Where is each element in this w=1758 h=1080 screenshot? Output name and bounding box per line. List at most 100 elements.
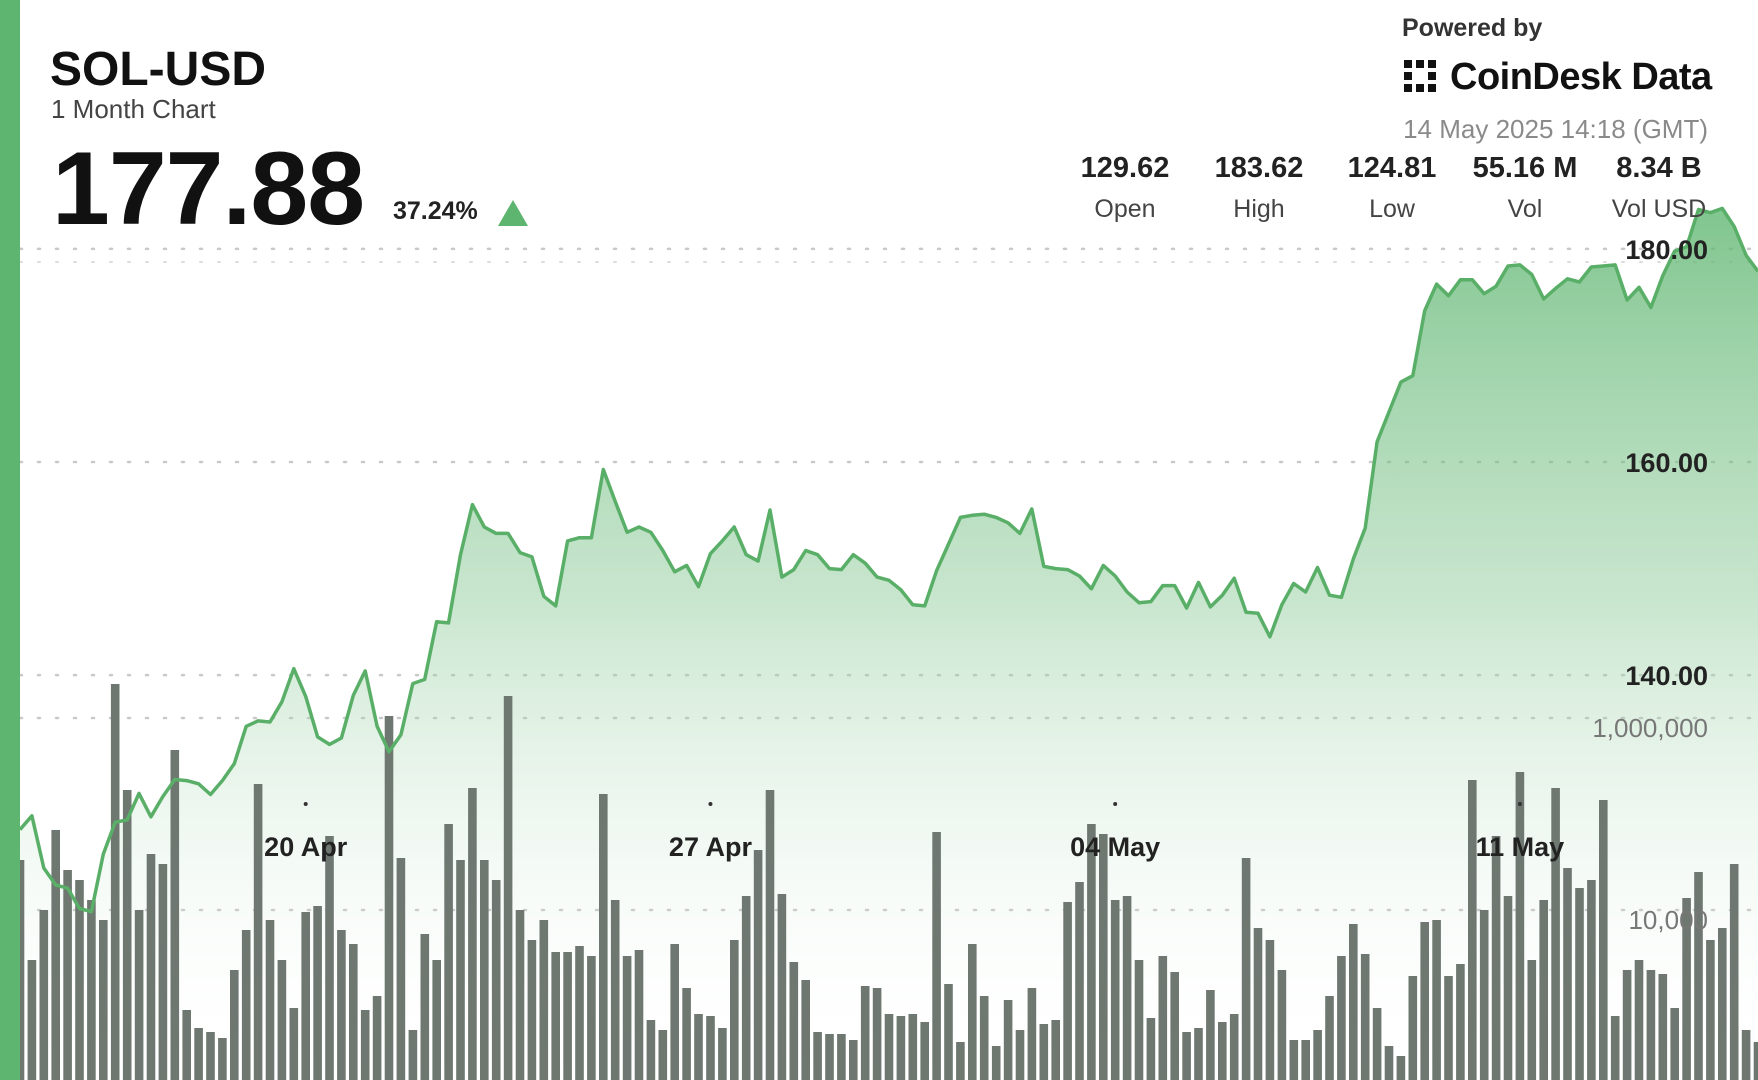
volume-bar — [527, 940, 537, 1080]
x-tick-label: 11 May — [1476, 832, 1565, 862]
volume-bar — [1551, 788, 1560, 1080]
volume-bar — [1694, 872, 1703, 1080]
volume-bar — [682, 988, 691, 1080]
volume-bar — [1503, 896, 1513, 1080]
up-arrow-icon — [498, 200, 528, 226]
volume-bar — [1027, 988, 1037, 1080]
volume-bar — [670, 944, 679, 1080]
volume-bar — [1337, 956, 1346, 1080]
volume-bar — [39, 910, 49, 1080]
volume-bar — [694, 1014, 703, 1080]
volume-bar — [908, 1014, 918, 1080]
volume-bar — [1087, 824, 1096, 1080]
stat-high: 183.62 High — [1189, 152, 1329, 224]
volume-bar — [253, 784, 263, 1080]
volume-bar — [1741, 1030, 1751, 1080]
price-line-group — [20, 206, 1758, 914]
stat-high-value: 183.62 — [1214, 152, 1304, 184]
symbol-title: SOL-USD — [50, 43, 266, 96]
volume-bar — [20, 860, 25, 1080]
volume-bar — [491, 880, 501, 1080]
volume-bar — [575, 946, 584, 1080]
volume-bar — [313, 906, 322, 1080]
stat-open-label: Open — [1094, 195, 1156, 223]
volume-bar — [1122, 896, 1132, 1080]
volume-bar — [1241, 858, 1251, 1080]
volume-bar — [420, 934, 430, 1080]
volume-bar — [1456, 964, 1465, 1080]
stat-high-label: High — [1233, 195, 1285, 223]
volume-bar — [27, 960, 37, 1080]
volume-bar — [1682, 898, 1691, 1080]
volume-bar — [1408, 976, 1418, 1080]
stat-vol-value: 55.16 M — [1472, 152, 1578, 184]
volume-bar — [932, 832, 941, 1080]
stat-vol-usd: 8.34 B Vol USD — [1589, 152, 1729, 224]
volume-bar — [1134, 960, 1144, 1080]
powered-by-label: Powered by — [1402, 14, 1543, 42]
volume-bar — [289, 1008, 299, 1080]
y-tick-label: 180.00 — [1625, 235, 1708, 265]
volume-bar — [360, 1010, 370, 1080]
volume-bar — [1729, 864, 1739, 1080]
volume-bar — [1527, 960, 1537, 1080]
stat-open: 129.62 Open — [1055, 152, 1195, 224]
volume-bar — [110, 684, 120, 1080]
price-area-fill — [20, 208, 1758, 1080]
volume-bar — [1015, 1030, 1025, 1080]
volume-bar — [789, 962, 799, 1080]
volume-bar — [1622, 970, 1632, 1080]
axis-labels: 140.00 160.00 180.00 1,000,000 10,000 20 Apr 2… — [264, 235, 1708, 935]
volume-bar — [337, 930, 346, 1080]
volume-bars — [20, 684, 1758, 1080]
volume-bar — [503, 696, 513, 1080]
volume-bar — [1599, 800, 1608, 1080]
volume-bar — [1003, 1000, 1013, 1080]
volume-bar — [1468, 780, 1477, 1080]
volume-bar — [610, 900, 620, 1080]
volume-bar — [1360, 954, 1370, 1080]
volume-bar — [968, 944, 977, 1080]
volume-bar — [194, 1028, 203, 1080]
volume-bar — [599, 794, 608, 1080]
volume-bar — [872, 988, 882, 1080]
volume-bar — [158, 864, 168, 1080]
stat-vol-usd-value: 8.34 B — [1616, 152, 1702, 184]
volume-bar — [622, 956, 632, 1080]
price-chart: 140.00 160.00 180.00 1,000,000 10,000 20 Apr 2… — [20, 206, 1758, 1080]
stat-low-label: Low — [1369, 195, 1415, 223]
volume-bar — [301, 912, 310, 1080]
volume-bar — [1170, 972, 1179, 1080]
volume-bar — [51, 830, 60, 1080]
volume-bar — [991, 1046, 1001, 1080]
volume-bar — [849, 1040, 858, 1080]
volume-bar — [63, 870, 72, 1080]
volume-bar — [1051, 1020, 1060, 1080]
volume-bar — [777, 894, 787, 1080]
chart-period-subtitle: 1 Month Chart — [51, 94, 216, 124]
volume-bar — [99, 920, 108, 1080]
x-tick-mark — [708, 802, 713, 806]
volume-bar — [1479, 910, 1489, 1080]
volume-bar — [587, 956, 596, 1080]
volume-bar — [1075, 882, 1084, 1080]
volume-bar — [979, 996, 989, 1080]
volume-bar — [480, 860, 489, 1080]
price-line — [20, 206, 1758, 914]
volume-bar — [896, 1016, 906, 1080]
volume-bar — [1206, 990, 1215, 1080]
x-tick-label: 20 Apr — [264, 832, 348, 862]
volume-bar — [1587, 880, 1596, 1080]
volume-bar — [1313, 1030, 1322, 1080]
volume-bar — [1099, 834, 1108, 1080]
volume-bar — [408, 1030, 418, 1080]
logo-text: CoinDesk Data — [1450, 56, 1712, 98]
volume-bar — [1658, 974, 1668, 1080]
volume-bar — [396, 858, 406, 1080]
volume-bar — [1706, 940, 1715, 1080]
volume-bar — [1277, 970, 1287, 1080]
volume-bar — [182, 1010, 191, 1080]
volume-bar — [1289, 1040, 1299, 1080]
volume-bar — [1634, 960, 1644, 1080]
volume-bar — [1670, 1008, 1679, 1080]
